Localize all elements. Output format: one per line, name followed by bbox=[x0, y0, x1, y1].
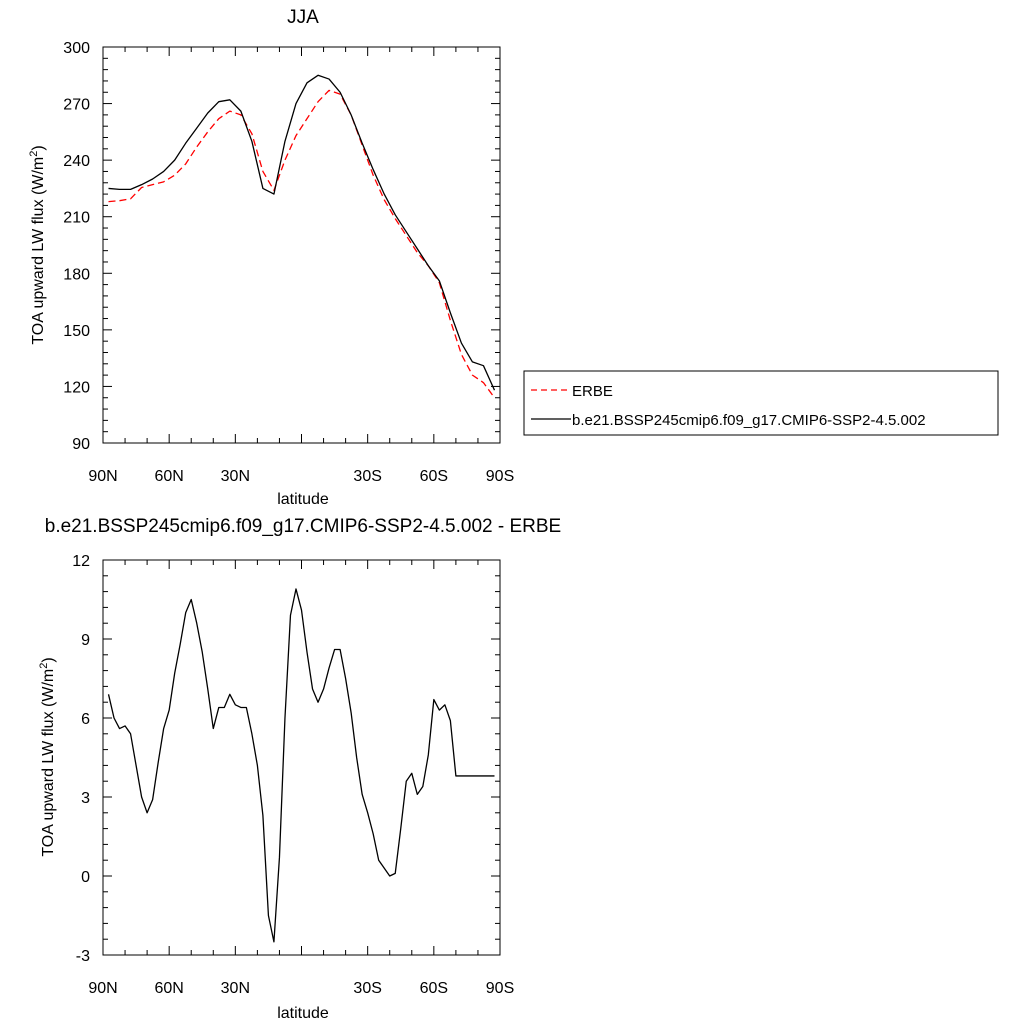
bottom-x-tick-label: 30N bbox=[221, 980, 250, 997]
bottom-x-tick-label: 60S bbox=[420, 980, 448, 997]
top-x-tick-label: 30S bbox=[353, 468, 381, 485]
bottom-x-tick-label: 90N bbox=[88, 980, 117, 997]
top-y-tick-label: 210 bbox=[63, 210, 90, 227]
top-x-tick-label: 30N bbox=[221, 468, 250, 485]
bottom-series-line-difference bbox=[107, 588, 495, 943]
bottom-series-lines bbox=[107, 588, 495, 943]
top-y-tick-label: 300 bbox=[63, 40, 90, 57]
bottom-plot-frame bbox=[102, 559, 501, 956]
bottom-y-axis-label: TOA upward LW flux (W/m2) bbox=[38, 657, 57, 856]
bottom-y-tick-label: 9 bbox=[81, 632, 90, 649]
bottom-y-axis: -3 0 3 6 9 12 bbox=[72, 553, 500, 965]
bottom-y-tick-label: 12 bbox=[72, 553, 90, 570]
bottom-y-tick-label: -3 bbox=[76, 948, 90, 965]
legend: ERBE b.e21.BSSP245cmip6.f09_g17.CMIP6-SS… bbox=[523, 370, 999, 436]
bottom-x-tick-label: 90S bbox=[486, 980, 514, 997]
bottom-y-tick-label: 6 bbox=[81, 711, 90, 728]
bottom-x-axis-label: latitude bbox=[277, 1005, 329, 1022]
top-y-tick-label: 180 bbox=[63, 266, 90, 283]
top-y-tick-label: 240 bbox=[63, 153, 90, 170]
bottom-x-axis: 90N 60N 30N 30S 60S 90S bbox=[88, 560, 514, 997]
top-series-lines bbox=[108, 74, 496, 399]
top-y-tick-label: 150 bbox=[63, 323, 90, 340]
top-x-tick-label: 60S bbox=[420, 468, 448, 485]
top-y-tick-label: 90 bbox=[72, 436, 90, 453]
top-plot-frame bbox=[102, 46, 501, 444]
legend-label-erbe: ERBE bbox=[572, 383, 613, 400]
top-series-line-b bbox=[108, 74, 496, 391]
top-y-axis-label: TOA upward LW flux (W/m2) bbox=[28, 145, 47, 344]
top-x-tick-label: 90N bbox=[88, 468, 117, 485]
top-panel: JJA 90 120 150 180 210 240 270 300 90N 60N 30N 30S… bbox=[28, 7, 514, 508]
top-x-axis: 90N 60N 30N 30S 60S 90S bbox=[88, 47, 514, 485]
top-x-tick-label: 90S bbox=[486, 468, 514, 485]
bottom-chart-title: b.e21.BSSP245cmip6.f09_g17.CMIP6-SSP2-4.… bbox=[45, 516, 561, 537]
bottom-panel: b.e21.BSSP245cmip6.f09_g17.CMIP6-SSP2-4.… bbox=[38, 516, 561, 1022]
bottom-y-tick-label: 3 bbox=[81, 790, 90, 807]
legend-box bbox=[523, 370, 999, 436]
legend-label-model: b.e21.BSSP245cmip6.f09_g17.CMIP6-SSP2-4.… bbox=[572, 412, 926, 429]
top-x-tick-label: 60N bbox=[154, 468, 183, 485]
bottom-y-tick-label: 0 bbox=[81, 869, 90, 886]
bottom-x-tick-label: 30S bbox=[353, 980, 381, 997]
top-chart-title: JJA bbox=[287, 7, 319, 28]
top-series-line-erbe bbox=[108, 89, 496, 399]
top-y-tick-label: 120 bbox=[63, 379, 90, 396]
bottom-x-tick-label: 60N bbox=[154, 980, 183, 997]
top-y-tick-label: 270 bbox=[63, 97, 90, 114]
top-x-axis-label: latitude bbox=[277, 491, 329, 508]
top-y-axis: 90 120 150 180 210 240 270 300 bbox=[63, 40, 500, 453]
